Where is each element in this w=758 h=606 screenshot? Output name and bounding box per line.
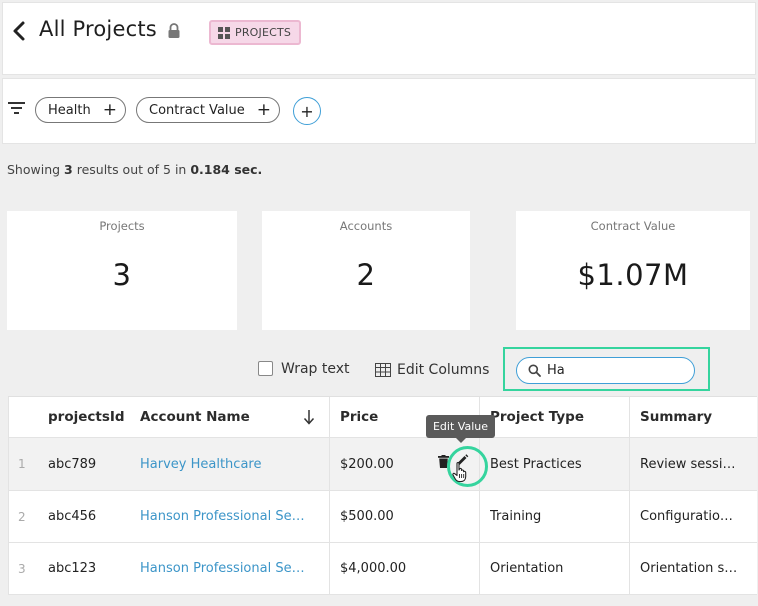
row-number: 1	[18, 457, 26, 471]
edit-highlight-ring	[447, 446, 488, 487]
table-cell-type[interactable]: Orientation	[490, 561, 564, 576]
table-cell-id[interactable]: abc789	[48, 456, 97, 472]
projects-table: projectsId Account Name Price Project Ty…	[8, 396, 757, 595]
kpi-value: 3	[112, 258, 132, 292]
column-header-projectsid[interactable]: projectsId	[48, 409, 125, 425]
search-box[interactable]	[516, 357, 695, 384]
column-header-account-name[interactable]: Account Name	[140, 409, 250, 425]
table-cell-account-link[interactable]: Hanson Professional Se…	[140, 509, 305, 524]
table-cell-summary[interactable]: Configuratio…	[640, 509, 733, 524]
kpi-value: 2	[356, 258, 376, 292]
edit-value-tooltip: Edit Value	[426, 415, 495, 443]
table-cell-type[interactable]: Training	[490, 509, 542, 524]
row-number: 3	[18, 561, 26, 576]
page-header: All Projects PROJECTS	[2, 2, 756, 75]
table-cell-account-link[interactable]: Harvey Healthcare	[140, 456, 262, 472]
kpi-card-contract-value: Contract Value $1.07M	[516, 211, 750, 330]
search-input[interactable]	[547, 361, 687, 380]
wrap-text-label[interactable]: Wrap text	[281, 361, 350, 377]
filter-icon[interactable]	[8, 101, 25, 115]
hand-cursor-icon	[452, 462, 467, 483]
kpi-value: $1.07M	[577, 258, 689, 292]
kpi-card-accounts: Accounts 2	[262, 211, 470, 330]
results-summary: Showing 3 results out of 5 in 0.184 sec.	[7, 162, 263, 177]
column-header-project-type[interactable]: Project Type	[490, 409, 584, 425]
kpi-card-projects: Projects 3	[7, 211, 237, 330]
filter-chip-health[interactable]: Health +	[35, 97, 126, 123]
plus-icon: +	[256, 99, 272, 120]
row-number: 2	[18, 509, 26, 524]
edit-columns-button[interactable]: Edit Columns	[397, 362, 490, 378]
chip-label: Health	[48, 102, 91, 118]
table-cell-id[interactable]: abc456	[48, 509, 97, 524]
search-icon	[528, 364, 541, 377]
back-icon[interactable]	[9, 19, 29, 43]
table-cell-type[interactable]: Best Practices	[490, 456, 582, 472]
column-header-price[interactable]: Price	[340, 409, 379, 425]
table-cell-price[interactable]: $200.00	[340, 456, 394, 472]
projects-tag: PROJECTS	[209, 20, 302, 45]
kpi-label: Projects	[99, 219, 145, 233]
table-row-hover-bg	[8, 438, 757, 490]
table-cell-account-link[interactable]: Hanson Professional Se…	[140, 561, 305, 576]
wrap-text-checkbox[interactable]	[258, 361, 273, 376]
filter-chip-contract-value[interactable]: Contract Value +	[136, 97, 281, 123]
table-cell-summary[interactable]: Review sessi…	[640, 456, 736, 472]
plus-icon: +	[102, 99, 117, 120]
kpi-label: Contract Value	[590, 219, 676, 233]
page-title: All Projects	[39, 17, 157, 41]
table-icon[interactable]	[375, 363, 391, 377]
tag-label: PROJECTS	[235, 26, 292, 39]
table-cell-price[interactable]: $4,000.00	[340, 561, 407, 576]
filter-bar: Health + Contract Value + +	[2, 78, 756, 144]
kpi-label: Accounts	[339, 219, 393, 233]
lock-icon	[168, 23, 180, 38]
chip-label: Contract Value	[149, 102, 245, 118]
table-cell-summary[interactable]: Orientation s…	[640, 561, 738, 576]
add-filter-button[interactable]: +	[293, 97, 321, 125]
search-highlight-box	[503, 347, 710, 391]
sort-down-icon[interactable]	[303, 409, 315, 425]
trash-icon[interactable]	[438, 455, 449, 468]
grid-icon	[218, 26, 230, 39]
column-header-summary[interactable]: Summary	[640, 409, 713, 425]
table-cell-price[interactable]: $500.00	[340, 509, 394, 524]
table-cell-id[interactable]: abc123	[48, 561, 97, 576]
